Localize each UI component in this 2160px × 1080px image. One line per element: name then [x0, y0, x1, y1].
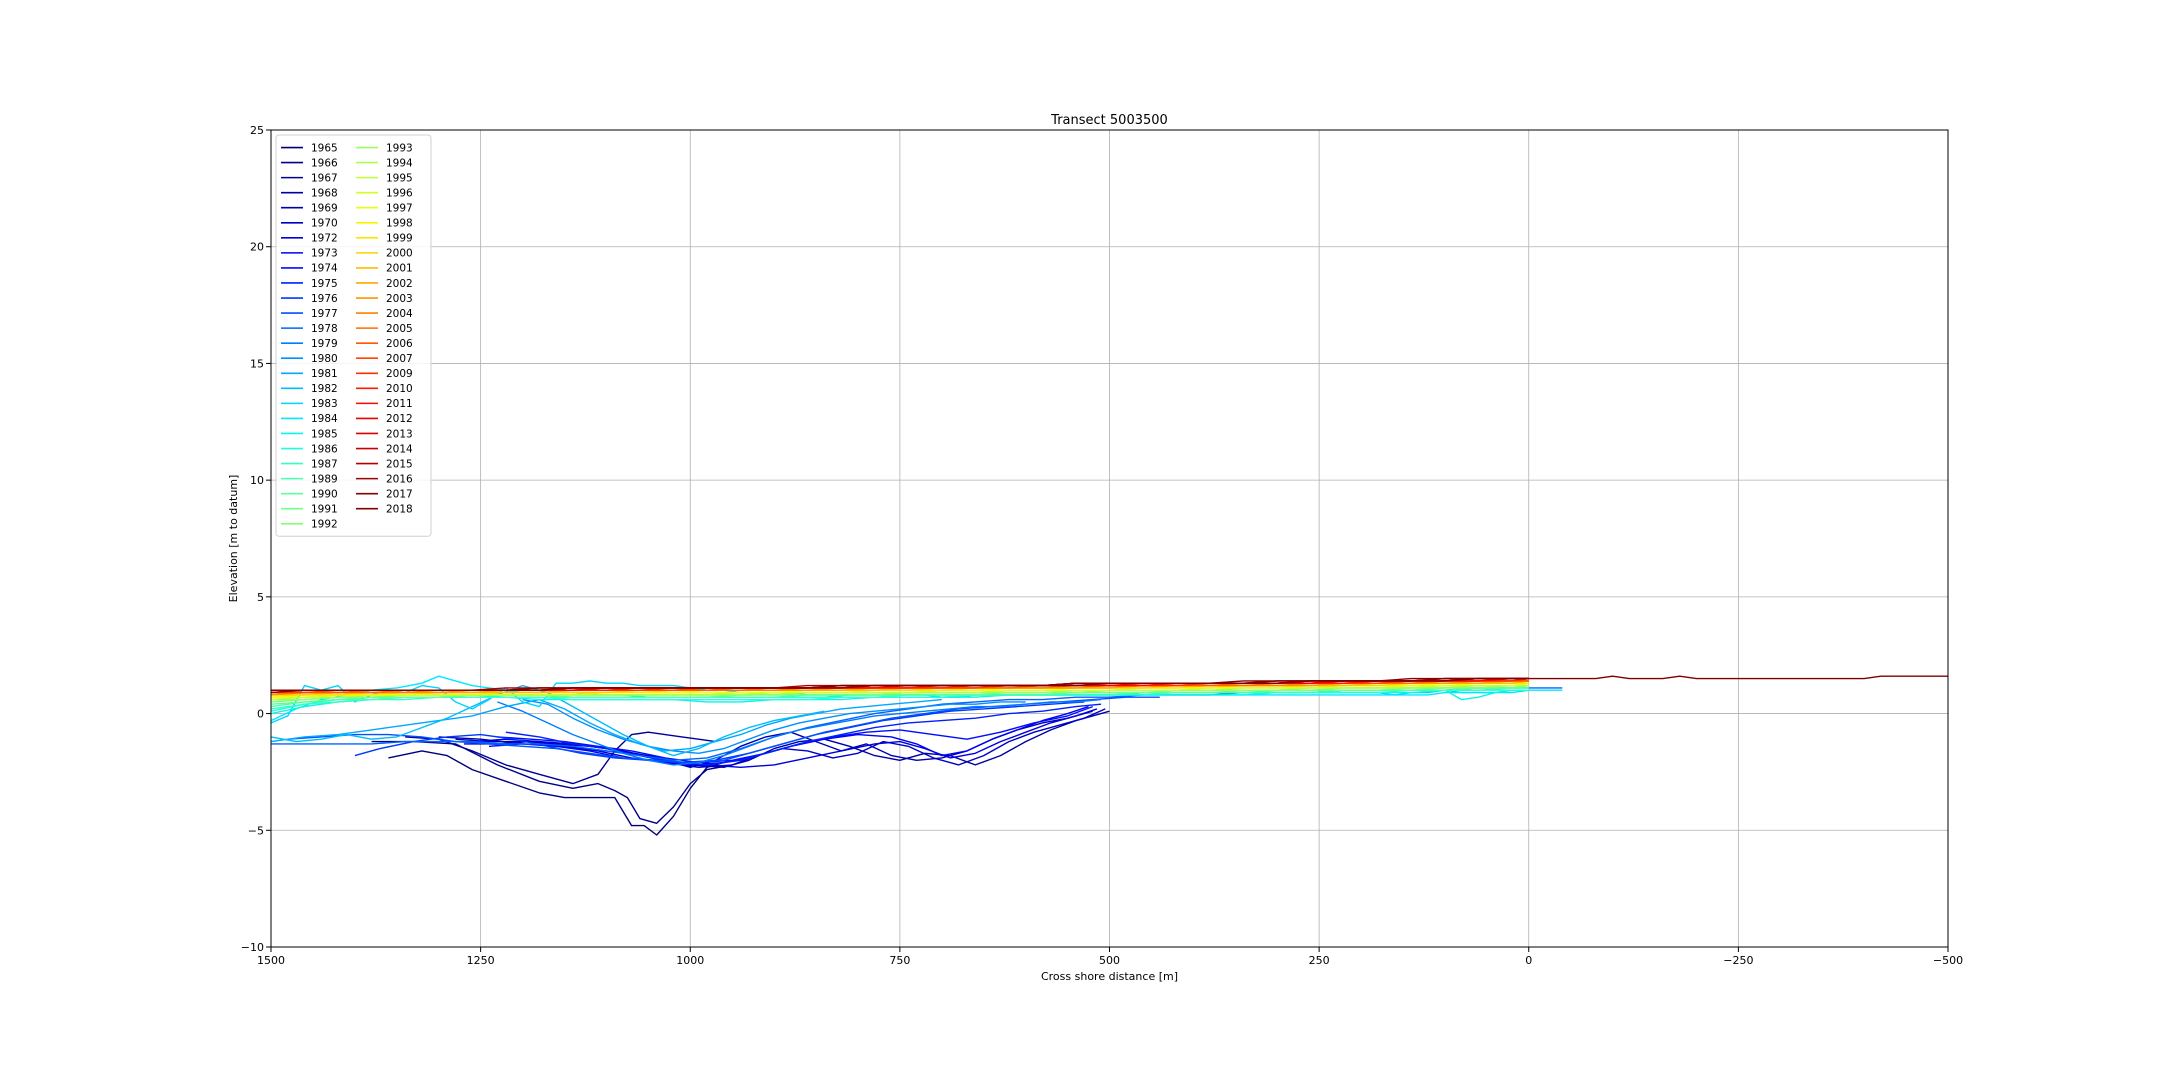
legend-label-1970: 1970 [311, 218, 338, 230]
legend-label-1986: 1986 [311, 443, 338, 455]
legend-label-2018: 2018 [386, 504, 413, 516]
legend: 1965 1966 1967 1968 1969 1970 1972 1973 1974 1975… [275, 134, 432, 537]
series-line-1965 [388, 750, 724, 836]
legend-label-2000: 2000 [386, 248, 413, 260]
legend-label-1984: 1984 [311, 413, 338, 425]
legend-label-1967: 1967 [311, 172, 338, 184]
x-tick-label: 1000 [676, 954, 704, 967]
legend-label-2005: 2005 [386, 323, 413, 335]
legend-label-2009: 2009 [386, 368, 413, 380]
legend-label-2001: 2001 [386, 263, 413, 275]
legend-box [275, 134, 432, 537]
legend-label-1991: 1991 [311, 504, 338, 516]
legend-label-1998: 1998 [386, 218, 413, 230]
legend-label-1996: 1996 [386, 187, 413, 199]
legend-label-2016: 2016 [386, 473, 413, 485]
legend-label-1965: 1965 [311, 142, 338, 154]
legend-label-1968: 1968 [311, 187, 338, 199]
legend-label-2002: 2002 [386, 278, 413, 290]
legend-label-1985: 1985 [311, 428, 338, 440]
series-line-1981 [270, 698, 942, 752]
legend-label-2007: 2007 [386, 353, 413, 365]
legend-label-1979: 1979 [311, 338, 338, 350]
y-tick-label: 15 [250, 357, 264, 370]
x-tick-label: −500 [1933, 954, 1963, 967]
x-tick-label: 250 [1309, 954, 1330, 967]
legend-label-1980: 1980 [311, 353, 338, 365]
legend-label-1995: 1995 [386, 172, 413, 184]
legend-label-1972: 1972 [311, 233, 338, 245]
legend-label-2015: 2015 [386, 458, 413, 470]
legend-label-1974: 1974 [311, 263, 338, 275]
x-axis-title: Cross shore distance [m] [1041, 970, 1178, 983]
legend-label-1992: 1992 [311, 519, 338, 531]
x-tick-label: 1250 [467, 954, 495, 967]
legend-label-1989: 1989 [311, 473, 338, 485]
legend-label-1978: 1978 [311, 323, 338, 335]
legend-label-1990: 1990 [311, 488, 338, 500]
legend-label-1999: 1999 [386, 233, 413, 245]
legend-label-1973: 1973 [311, 248, 338, 260]
legend-label-1977: 1977 [311, 308, 338, 320]
legend-label-2014: 2014 [386, 443, 413, 455]
legend-label-1983: 1983 [311, 398, 338, 410]
series-line-1975 [505, 703, 1102, 766]
legend-label-2010: 2010 [386, 383, 413, 395]
legend-label-1987: 1987 [311, 458, 338, 470]
x-tick-label: −250 [1723, 954, 1753, 967]
legend-label-1969: 1969 [311, 203, 338, 215]
legend-label-1994: 1994 [386, 157, 413, 169]
legend-label-2003: 2003 [386, 293, 413, 305]
series-line-1980 [522, 698, 1026, 754]
legend-label-1997: 1997 [386, 203, 413, 215]
x-tick-label: 0 [1525, 954, 1532, 967]
series-line-1979 [497, 698, 1102, 766]
series-line-1970 [463, 708, 1106, 768]
legend-label-1982: 1982 [311, 383, 338, 395]
legend-label-1981: 1981 [311, 368, 338, 380]
legend-label-1976: 1976 [311, 293, 338, 305]
y-tick-label: 25 [250, 124, 264, 137]
axis-ticks: 1500 1250 1000 750 500 250 0 −250 −500 −10 −5 0 5 10 1… [241, 124, 1963, 967]
legend-label-2013: 2013 [386, 428, 413, 440]
x-tick-label: 750 [889, 954, 910, 967]
series-line-1995 [270, 684, 1529, 701]
legend-label-2006: 2006 [386, 338, 413, 350]
y-axis-title: Elevation [m to datum] [227, 475, 240, 603]
y-tick-label: 20 [250, 241, 264, 254]
y-tick-label: −5 [248, 824, 264, 837]
legend-label-1975: 1975 [311, 278, 338, 290]
y-tick-label: 5 [257, 591, 264, 604]
x-tick-label: 1500 [257, 954, 285, 967]
y-tick-label: 0 [257, 708, 264, 721]
legend-label-1993: 1993 [386, 142, 413, 154]
y-tick-label: 10 [250, 474, 264, 487]
legend-label-1966: 1966 [311, 157, 338, 169]
legend-label-2017: 2017 [386, 488, 413, 500]
x-tick-label: 500 [1099, 954, 1120, 967]
legend-label-2011: 2011 [386, 398, 413, 410]
legend-label-2012: 2012 [386, 413, 413, 425]
chart-title: Transect 5003500 [1050, 113, 1168, 128]
series-line-2018 [271, 675, 1948, 691]
series-line-1966 [371, 740, 733, 824]
series-line-1967 [405, 731, 716, 785]
legend-label-2004: 2004 [386, 308, 413, 320]
y-tick-label: −10 [241, 941, 264, 954]
series-lines [270, 675, 1948, 836]
